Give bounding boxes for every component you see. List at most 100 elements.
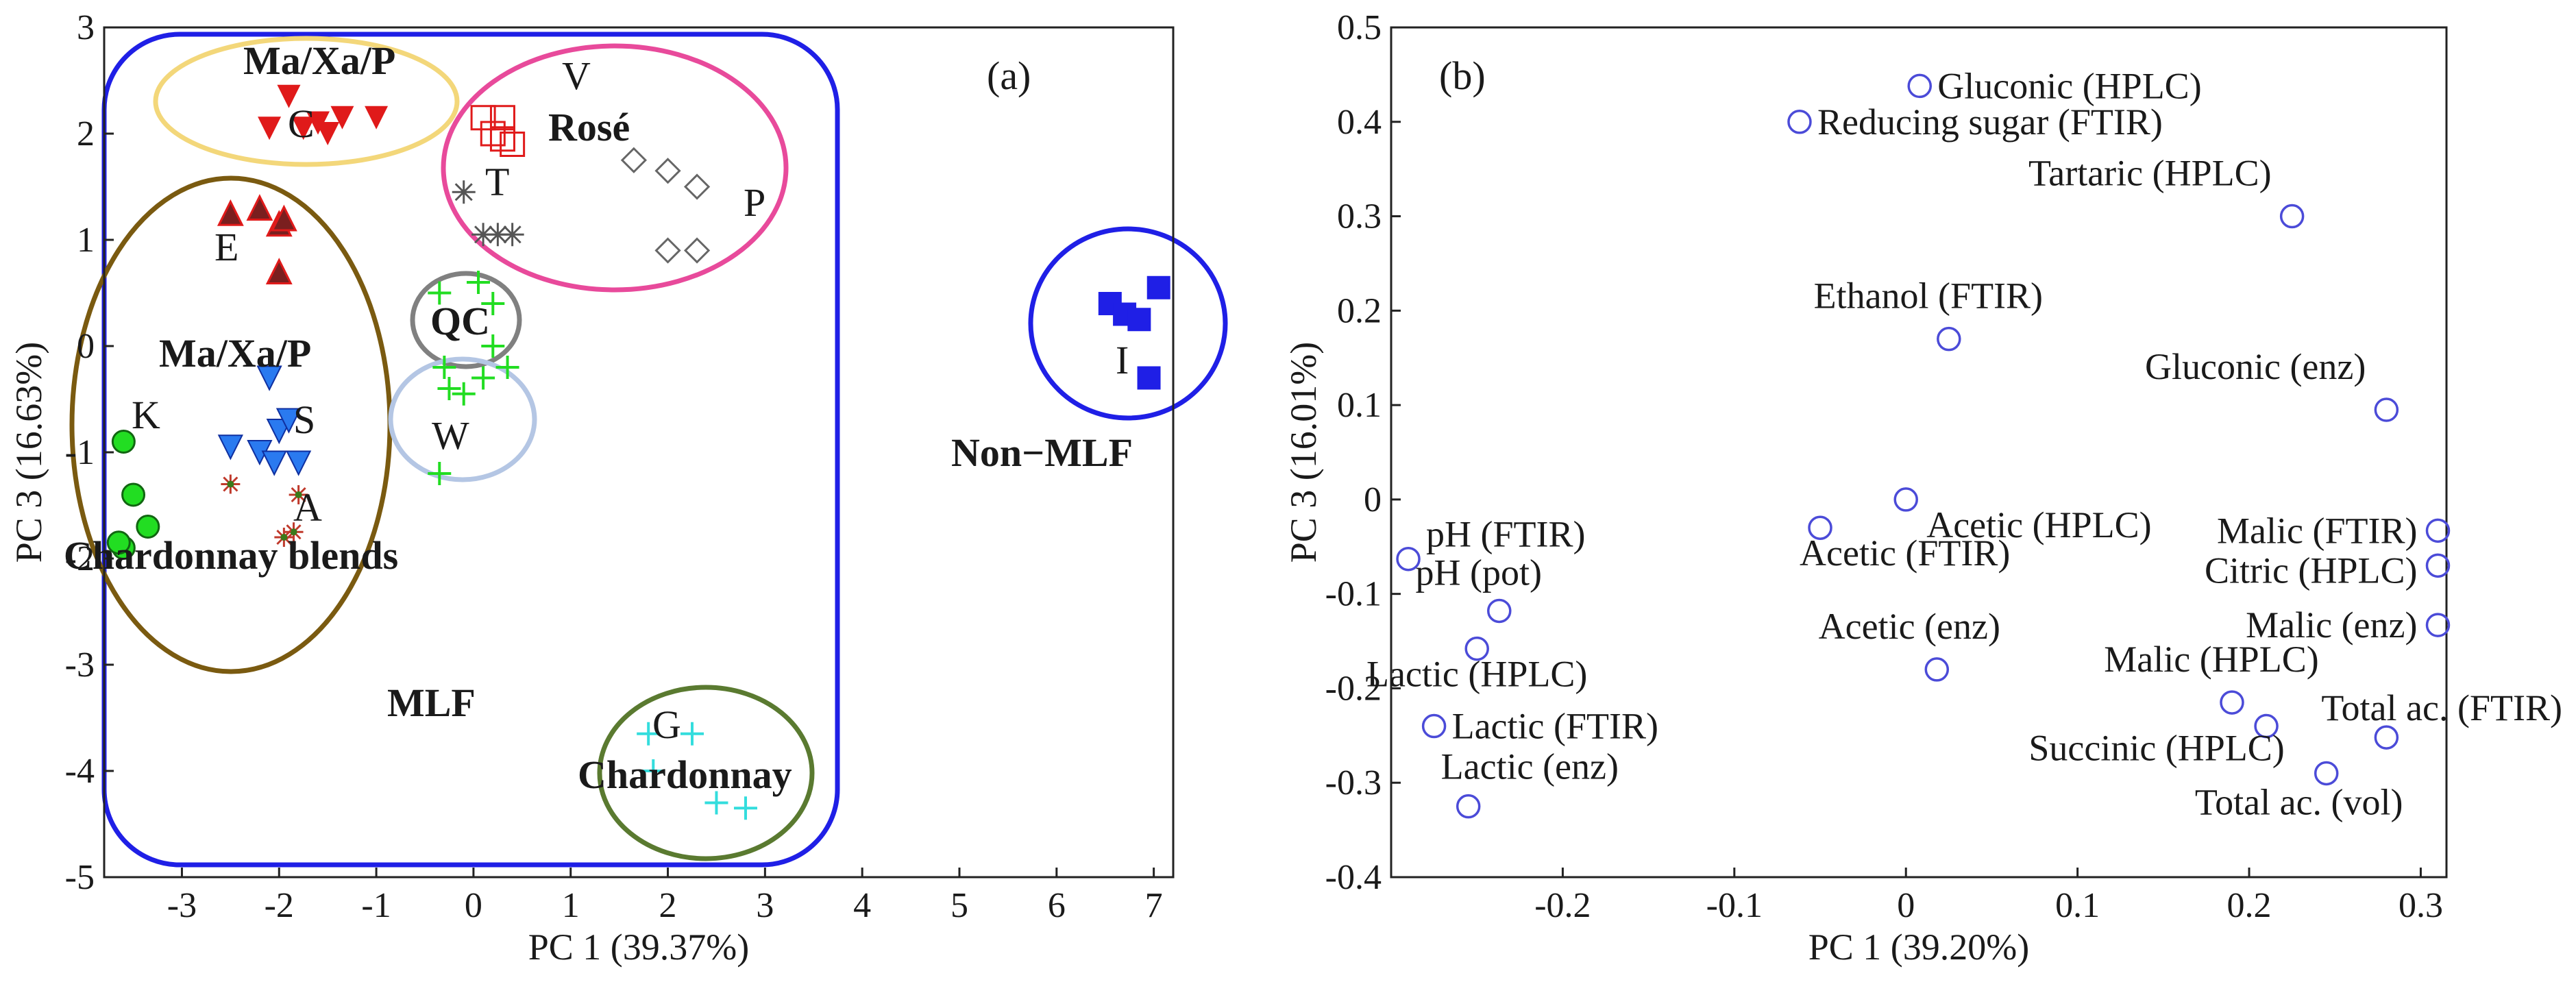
panel-b-ylabel: PC 3 (16.01%)	[1283, 342, 1324, 563]
variable-marker	[1396, 546, 1421, 572]
panel-b-xlabel: PC 1 (39.20%)	[1808, 926, 2030, 968]
marker-qc	[481, 292, 505, 315]
variable-marker	[2314, 761, 2339, 786]
marker-p	[620, 147, 648, 173]
variable-marker	[1487, 598, 1512, 624]
marker-k	[121, 482, 146, 507]
x-tick-label: 0.3	[2399, 886, 2443, 925]
variable-marker	[2254, 713, 2279, 739]
y-tick-label: -0.3	[1325, 763, 1382, 802]
variable-marker	[1421, 713, 1447, 739]
y-tick-label: 0	[1364, 480, 1382, 519]
panel-b-label: (b)	[1439, 53, 1486, 98]
x-tick-label: -0.1	[1706, 886, 1763, 925]
panel-b-ticks: -0.2 -0.1 0 0.1 0.2 0.3 0.5 0.4 0.3 0.2 0.1 0 -0.1 -0…	[1325, 8, 2443, 925]
label-c: C	[288, 101, 315, 146]
x-tick-label: -2	[265, 886, 294, 925]
label-k: K	[132, 393, 160, 437]
marker-a-core	[290, 528, 297, 536]
variable-label: Gluconic (enz)	[2145, 346, 2366, 387]
marker-e	[246, 194, 273, 221]
marker-c	[330, 106, 354, 130]
label-w: W	[432, 413, 469, 458]
variable-label: Malic (FTIR)	[2217, 510, 2417, 551]
marker-c	[316, 122, 340, 145]
x-tick-label: 4	[853, 886, 871, 925]
marker-c	[258, 116, 282, 140]
y-tick-label: 0.1	[1337, 386, 1382, 425]
y-tick-label: 0.4	[1337, 103, 1382, 142]
marker-k	[111, 430, 136, 454]
x-tick-label: 6	[1048, 886, 1066, 925]
variable-marker	[1464, 636, 1489, 661]
marker-a-core	[295, 491, 302, 498]
marker-e	[217, 199, 244, 226]
panel-a-ylabel: PC 3 (16.63%)	[8, 342, 49, 563]
variable-marker	[2220, 690, 2244, 715]
variable-label: Acetic (enz)	[1819, 606, 2000, 647]
rose-ellipse	[441, 43, 789, 293]
label-qc: QC	[430, 299, 490, 343]
variable-label: Tartaric (HPLC)	[2028, 153, 2272, 194]
variable-label: Reducing sugar (FTIR)	[1817, 101, 2163, 143]
y-tick-label: -5	[65, 858, 95, 897]
variable-label: Acetic (HPLC)	[1926, 504, 2151, 545]
x-tick-label: 2	[659, 886, 677, 925]
panel-a-markers	[106, 84, 1170, 820]
marker-qc	[495, 356, 519, 379]
marker-c	[365, 106, 389, 130]
variable-label: Lactic (HPLC)	[1366, 654, 1587, 695]
marker-v	[489, 126, 515, 152]
marker-qc	[467, 271, 490, 294]
marker-t	[486, 223, 510, 247]
marker-k	[106, 530, 131, 555]
x-tick-label: 0	[465, 886, 482, 925]
label-s: S	[293, 397, 315, 442]
variable-label: Gluconic (HPLC)	[1937, 65, 2201, 106]
y-tick-label: 3	[77, 8, 95, 47]
variable-label: Malic (enz)	[2246, 604, 2417, 646]
marker-k	[136, 515, 160, 539]
marker-s	[261, 450, 287, 476]
marker-s	[275, 408, 302, 434]
label-v: V	[562, 53, 591, 98]
marker-p	[683, 173, 711, 200]
variable-label: Citric (HPLC)	[2205, 550, 2417, 591]
marker-c	[291, 116, 315, 140]
marker-v	[470, 105, 496, 131]
variable-marker	[2374, 397, 2399, 422]
marker-v	[489, 105, 515, 131]
variable-label: Succinic (HPLC)	[2028, 728, 2284, 769]
variable-marker	[1893, 487, 1918, 512]
mlf-region-box	[101, 32, 840, 868]
chardonnay-ellipse	[597, 685, 815, 861]
variable-marker	[1924, 657, 1950, 682]
variable-label: Total ac. (vol)	[2195, 781, 2403, 822]
marker-s	[217, 434, 243, 461]
label-rose: Rosé	[548, 105, 630, 149]
variable-marker	[2279, 204, 2305, 229]
marker-g	[680, 722, 704, 746]
marker-qc	[452, 382, 476, 406]
variable-marker	[1456, 794, 1481, 819]
y-tick-label: 0	[77, 327, 95, 366]
x-tick-label: 5	[950, 886, 968, 925]
panel-a-ticks: -3 -2 -1 0 1 2 3 4 5 6 7 3 2 1 0 -1 -2 -3 -4 -5	[65, 8, 1163, 925]
y-tick-label: 0.3	[1337, 197, 1382, 236]
marker-qc	[481, 334, 505, 358]
marker-c	[277, 84, 301, 108]
x-tick-label: 0.2	[2227, 886, 2272, 925]
y-tick-label: -0.1	[1325, 575, 1382, 614]
label-maxap-top: Ma/Xa/P	[243, 38, 395, 83]
variable-marker	[1907, 73, 1933, 99]
variable-marker	[1937, 326, 1961, 352]
qc-ellipse	[410, 271, 522, 369]
x-tick-label: -0.2	[1534, 886, 1591, 925]
panel-b: -0.2 -0.1 0 0.1 0.2 0.3 0.5 0.4 0.3 0.2 0.1 0 -0.1 -0…	[1283, 8, 2562, 968]
y-tick-label: 2	[77, 114, 95, 154]
marker-s	[286, 450, 312, 476]
panel-a: -3 -2 -1 0 1 2 3 4 5 6 7 3 2 1 0 -1 -2 -3 -4 -5 Ma/Xa/P C V…	[8, 8, 1228, 968]
marker-g	[637, 722, 661, 746]
maxap-c-ellipse	[153, 36, 460, 167]
